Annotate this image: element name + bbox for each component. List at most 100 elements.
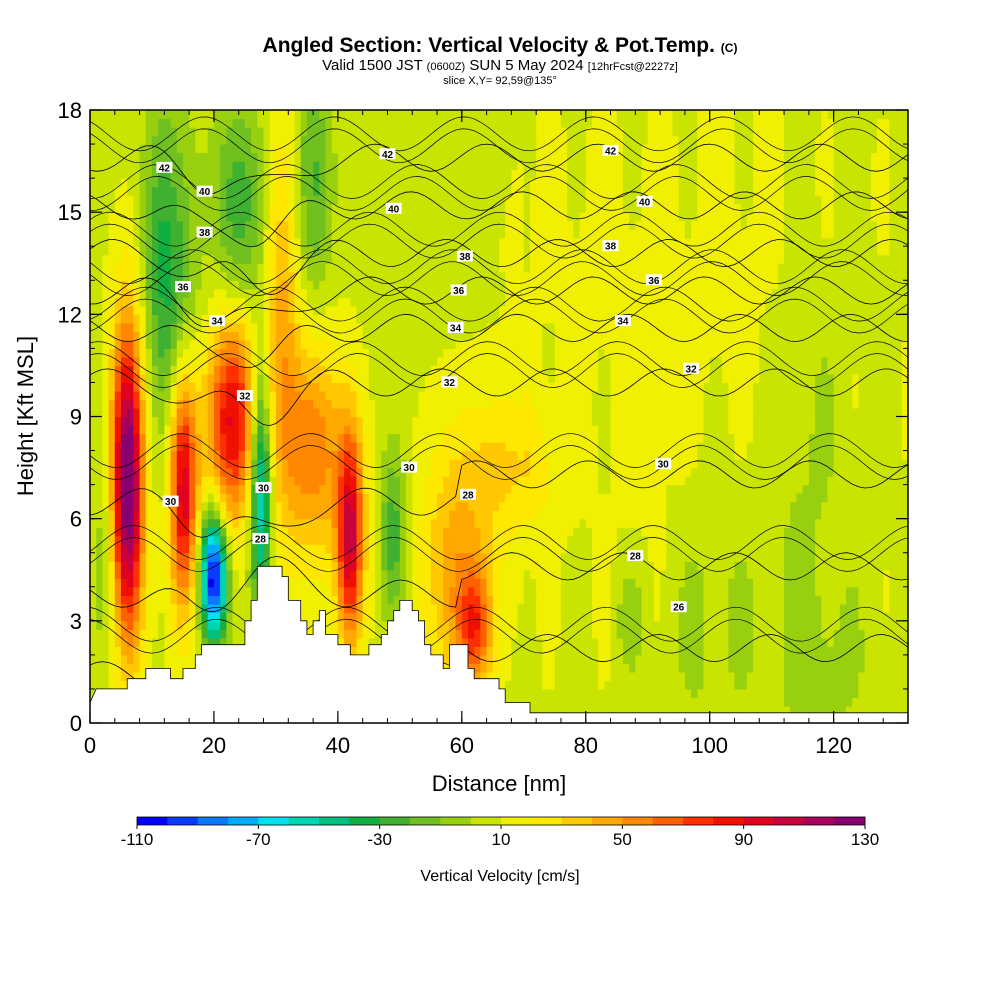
field-cell [430, 561, 438, 571]
field-cell [368, 433, 376, 443]
field-cell [356, 297, 364, 307]
field-cell [492, 518, 500, 528]
field-cell [523, 459, 531, 469]
field-cell [474, 586, 482, 596]
field-cell [251, 348, 258, 358]
field-cell [263, 254, 271, 264]
field-cell [461, 399, 469, 409]
field-cell [362, 322, 370, 332]
field-cell [548, 484, 556, 494]
field-cell [486, 646, 494, 656]
field-cell [548, 518, 556, 528]
field-cell [499, 569, 506, 579]
field-cell [474, 535, 482, 545]
field-cell [213, 237, 221, 247]
field-cell [480, 467, 488, 477]
field-cell [375, 425, 382, 435]
field-cell [449, 510, 457, 520]
field-cell [474, 127, 482, 137]
field-cell [325, 339, 333, 349]
field-cell [257, 416, 265, 426]
field-cell [554, 407, 562, 418]
field-cell [220, 442, 227, 452]
field-cell [486, 161, 494, 171]
field-cell [480, 263, 488, 273]
field-cell [176, 237, 184, 247]
field-cell [90, 254, 97, 264]
field-cell [306, 484, 314, 494]
field-cell [474, 416, 482, 426]
field-cell [412, 203, 420, 213]
field-cell [468, 365, 475, 375]
field-cell [387, 237, 395, 247]
field-cell [90, 348, 97, 358]
field-cell [257, 314, 265, 324]
field-cell [133, 144, 141, 154]
field-cell [201, 322, 209, 332]
field-cell [207, 144, 215, 154]
field-cell [511, 535, 519, 545]
field-cell [517, 552, 525, 562]
field-cell [542, 629, 550, 639]
field-cell [461, 433, 469, 443]
field-cell [468, 314, 475, 324]
field-cell [560, 254, 568, 264]
field-cell [251, 169, 258, 179]
field-cell [344, 348, 351, 358]
field-cell [213, 169, 221, 179]
field-cell [313, 373, 320, 384]
field-cell [350, 280, 358, 290]
field-cell [282, 433, 289, 443]
field-cell [536, 629, 543, 639]
field-cell [468, 586, 475, 596]
field-cell [145, 322, 153, 332]
field-cell [96, 237, 103, 247]
field-cell [220, 322, 227, 332]
field-cell [443, 561, 451, 571]
field-cell [548, 433, 556, 443]
field-cell [449, 552, 457, 562]
field-cell [560, 118, 568, 128]
field-cell [399, 229, 407, 239]
field-cell [90, 212, 97, 222]
field-cell [232, 612, 240, 622]
field-cell [474, 620, 482, 630]
field-cell [480, 586, 488, 596]
field-cell [567, 586, 574, 596]
field-cell [406, 348, 413, 358]
field-cell [536, 365, 543, 375]
field-cell [325, 229, 333, 239]
field-cell [226, 476, 234, 486]
field-cell [486, 603, 494, 613]
field-cell [337, 544, 345, 554]
field-cell [133, 314, 141, 324]
field-cell [523, 510, 531, 520]
field-cell [220, 135, 227, 145]
field-cell [449, 586, 457, 596]
field-cell [127, 654, 134, 664]
field-cell [275, 390, 283, 401]
field-cell [251, 152, 258, 162]
field-cell [288, 425, 296, 435]
field-cell [387, 246, 395, 256]
field-cell [139, 314, 147, 324]
field-cell [319, 331, 327, 341]
field-cell [151, 527, 159, 537]
field-cell [257, 348, 265, 358]
field-cell [567, 237, 574, 247]
field-cell [337, 365, 345, 375]
field-cell [443, 552, 451, 562]
field-cell [331, 442, 339, 452]
field-cell [306, 450, 314, 460]
field-cell [238, 127, 246, 137]
field-cell [424, 305, 432, 315]
field-cell [176, 416, 184, 426]
field-cell [480, 399, 488, 409]
field-cell [523, 382, 531, 392]
field-cell [220, 229, 227, 239]
field-cell [344, 586, 351, 596]
field-cell [331, 433, 339, 443]
field-cell [430, 450, 438, 460]
field-cell [418, 297, 426, 307]
field-cell [226, 186, 234, 196]
